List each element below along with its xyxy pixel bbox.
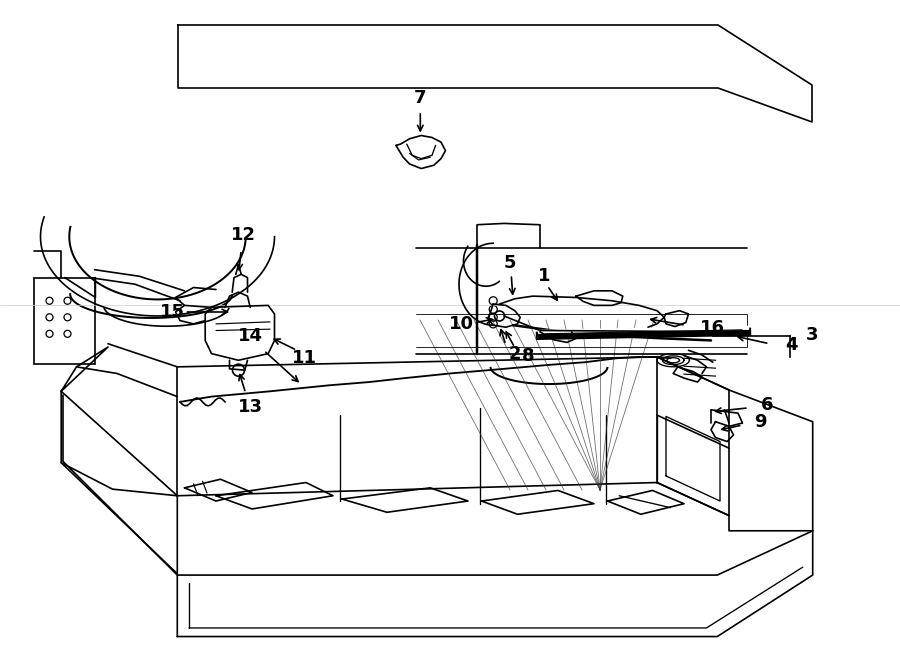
Text: 14: 14 [238, 327, 263, 345]
Text: 5: 5 [504, 254, 517, 272]
Text: 12: 12 [230, 225, 256, 244]
Text: 16: 16 [700, 319, 725, 337]
Text: 1: 1 [538, 267, 551, 286]
Text: 10: 10 [449, 315, 474, 333]
Text: 8: 8 [522, 346, 535, 365]
Text: 15: 15 [160, 303, 185, 321]
Text: 7: 7 [414, 89, 427, 107]
Text: 2: 2 [508, 344, 521, 363]
Text: 4: 4 [785, 336, 797, 354]
Text: 11: 11 [292, 349, 317, 368]
Text: 6: 6 [760, 395, 773, 414]
Text: 13: 13 [238, 397, 263, 416]
Text: 3: 3 [806, 326, 818, 344]
Text: 9: 9 [754, 412, 767, 431]
